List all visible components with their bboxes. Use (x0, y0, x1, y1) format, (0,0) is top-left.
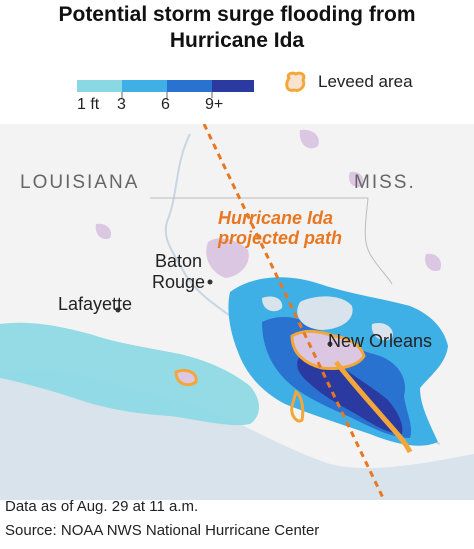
lake-borgne (371, 322, 393, 341)
map-canvas (0, 123, 474, 501)
data-date-note: Data as of Aug. 29 at 11 a.m. (5, 498, 199, 515)
state-label-miss: MISS. (354, 172, 416, 193)
map-title-line-2: Hurricane Ida (169, 29, 305, 52)
leveed-area-icon (285, 71, 306, 92)
hurricane-path-label-line-1: Hurricane Ida (218, 208, 334, 228)
baton-rouge-line-2: Rouge (152, 272, 206, 292)
state-label-louisiana: LOUISIANA (20, 172, 140, 193)
hurricane-path-label-line-2: projected path (218, 228, 343, 248)
legend-swatch-1ft (77, 80, 122, 92)
state-border (150, 197, 393, 285)
map-legend: 1 ft 3 6 9+ Leveed area (0, 0, 474, 120)
hurricane-projected-path (202, 123, 386, 501)
legend-swatches (77, 71, 306, 98)
legend-swatch-6ft (167, 80, 212, 92)
legend-leveed-label: Leveed area (318, 72, 413, 91)
lake-pontchartrain (297, 296, 353, 330)
hurricane-path-label: Hurricane Ida projected path (218, 208, 342, 248)
storm-surge-map: LOUISIANA MISS. Hurricane Ida projected … (0, 123, 474, 501)
source-note: Source: NOAA NWS National Hurricane Cent… (5, 522, 320, 539)
legend-label-9ft: 9+ (205, 96, 224, 113)
city-markers (115, 279, 333, 347)
legend-label-1ft: 1 ft (77, 96, 100, 113)
city-label-new-orleans: New Orleans (328, 331, 433, 351)
leveed-areas (174, 329, 413, 454)
legend-swatch-3ft (122, 80, 167, 92)
legend-label-3ft: 3 (117, 96, 126, 113)
map-title: Potential storm surge flooding from Hurr… (0, 2, 474, 54)
lake-maurepas (262, 296, 283, 312)
map-title-line-1: Potential storm surge flooding from (58, 3, 416, 26)
legend-swatch-9ft (212, 80, 254, 92)
city-label-baton-rouge: Baton Rouge (152, 251, 205, 293)
baton-rouge-line-1: Baton (155, 251, 203, 271)
legend-label-6ft: 6 (161, 96, 170, 113)
surge-1ft-band (0, 322, 259, 426)
city-label-lafayette: Lafayette (58, 294, 133, 314)
